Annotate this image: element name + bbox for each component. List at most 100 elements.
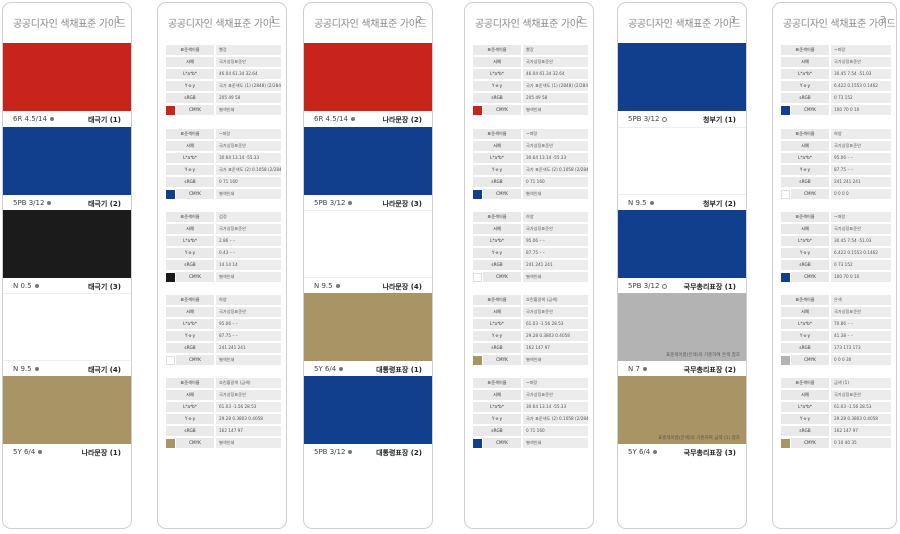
spec-row: 표준색이름 흐린황갈색 (금색) [473, 295, 588, 306]
spec-row: sRGB 241 241 241 [473, 260, 588, 271]
color-swatch [304, 43, 432, 111]
color-chip [473, 439, 482, 448]
spec-label: 표준색이름 [166, 378, 214, 388]
swatch-note: 표준색이름(은색)의 기준하여 금색 (1) 참조 [658, 436, 740, 441]
color-name: 나라문장 (4) [382, 283, 422, 291]
spec-label: CMYK [483, 189, 521, 199]
spec-value: 국가 표준색도 (2) 0.1058 (2/284) [216, 165, 281, 175]
card-header: 공공디자인 색채표준 가이드 1 [158, 3, 286, 39]
spec-label: sRGB [473, 177, 521, 187]
spec-label: 표준색이름 [473, 378, 521, 388]
spec-value: 국가상징표준안 [831, 224, 891, 234]
ring-icon [662, 283, 668, 289]
spec-label: L*a*b* [166, 236, 214, 246]
spec-value: 흐린황갈색 (금색) [523, 295, 588, 305]
spec-row: CMYK 0 0 0 0 [781, 189, 891, 200]
spec-table: 표준색이름 ~파랑 서예 국가상징표준안 L*a*b* 30.64 13.14 -55.3… [473, 378, 588, 449]
color-swatch [618, 43, 746, 111]
spec-row: 서예 국가상징표준안 [781, 307, 891, 318]
spec-value: 국가상징표준안 [831, 57, 891, 67]
spec-label: Y·x·y [781, 81, 829, 91]
spec-label: CMYK [176, 272, 214, 282]
spec-label: CMYK [176, 105, 214, 115]
spec-row: sRGB 205 49 58 [473, 93, 588, 104]
swatch-caption: N 9.5 태극기 (4) [3, 363, 131, 377]
spec-table: 표준색이름 ~파랑 서예 국가상징표준안 L*a*b* 30.45 7.54 -51.03… [781, 212, 891, 283]
dot-icon [348, 201, 353, 205]
color-chip [781, 273, 790, 282]
spec-label: Y·x·y [781, 248, 829, 258]
spec-table: 표준색이름 하양 서예 국가상징표준안 L*a*b* 95.06 – – Y·x·y 87.7… [166, 295, 281, 366]
spec-value: 0.43 – – [216, 248, 281, 258]
spec-label: sRGB [781, 260, 829, 270]
munsell-code-text: 5Y 6/4 [628, 448, 651, 456]
spec-value: 87.75 – – [523, 248, 588, 258]
spec-label: 서예 [781, 224, 829, 234]
spec-value: 95.06 – – [831, 153, 891, 163]
swatch-caption: N 7 국무총리표장 (2) [618, 363, 746, 377]
spec-value: 61.03 -1.56 28.53 [831, 402, 891, 412]
munsell-code: 5Y 6/4 [13, 448, 43, 456]
spec-value: 국가 표준색도 (2) 0.1058 (2/284) [523, 165, 588, 175]
spec-value: 국가상징표준안 [216, 390, 281, 400]
spec-value: 100 70 0 10 [831, 105, 891, 115]
dot-icon [49, 117, 54, 121]
spec-table: 표준색이름 ~파랑 서예 국가상징표준안 L*a*b* 30.45 7.54 -51.03… [781, 45, 891, 116]
spec-label: 서예 [781, 390, 829, 400]
spec-value: 국가상징표준안 [216, 224, 281, 234]
color-name: 나라문장 (2) [382, 116, 422, 124]
spec-label: Y·x·y [166, 248, 214, 258]
spec-label: CMYK [791, 438, 829, 448]
dot-icon [34, 284, 39, 288]
spec-label: L*a*b* [473, 319, 521, 329]
card-title: 공공디자인 색채표준 가이드 [13, 19, 126, 30]
spec-row: CMYK 별색인쇄 [473, 105, 588, 116]
spec-value: 41.38 – – [831, 331, 891, 341]
spec-table: 표준색이름 빨강 서예 국가상징표준안 L*a*b* 46.04 61.34 32.64 Y… [473, 45, 588, 116]
spec-label: 서예 [166, 390, 214, 400]
spec-row: Y·x·y 29.28 0.3803 0.4058 [473, 331, 588, 342]
spec-label: Y·x·y [781, 331, 829, 341]
spec-row: Y·x·y 87.75 – – [781, 165, 891, 176]
card-header: 공공디자인 색채표준 가이드 2 [304, 3, 432, 39]
spec-label: CMYK [791, 105, 829, 115]
spec-label: Y·x·y [166, 331, 214, 341]
spec-label: L*a*b* [781, 69, 829, 79]
spec-row: sRGB 0 73 152 [781, 93, 891, 104]
card-header: 공공디자인 색채표준 가이드 2 [465, 3, 593, 39]
spec-row: L*a*b* 30.45 7.54 -51.03 [781, 69, 891, 80]
spec-row: Y·x·y 국가 표준색도 (1) (2848) (2/284) [473, 81, 588, 92]
spec-row: Y·x·y 국가 표준색도 (2) 0.1058 (2/284) [473, 165, 588, 176]
spec-label: 서예 [473, 141, 521, 151]
swatch-caption: 5Y 6/4 나라문장 (1) [3, 446, 131, 460]
spec-row: Y·x·y 87.75 – – [473, 248, 588, 259]
dot-icon [339, 367, 344, 371]
spec-value: ~파랑 [831, 45, 891, 55]
spec-value: 2.86 – – [216, 236, 281, 246]
spec-label: CMYK [483, 272, 521, 282]
spec-row: CMYK 별색인쇄 [166, 105, 281, 116]
spec-row: CMYK 별색인쇄 [473, 272, 588, 283]
swatch-caption: N 0.5 태극기 (3) [3, 280, 131, 294]
spec-value: 국가상징표준안 [831, 390, 891, 400]
munsell-code: 6R 4.5/14 [314, 115, 355, 123]
spec-label: Y·x·y [166, 414, 214, 424]
spec-value: 은색 [831, 295, 891, 305]
color-swatch [304, 376, 432, 444]
spec-value: 0 71 160 [523, 426, 588, 436]
spec-row: L*a*b* 30.64 13.14 -55.33 [473, 153, 588, 164]
spec-row: 서예 국가상징표준안 [781, 390, 891, 401]
spec-row: L*a*b* 95.06 – – [473, 236, 588, 247]
color-chip [166, 439, 175, 448]
spec-value: ~파랑 [523, 129, 588, 139]
spec-value: 61.03 -1.56 28.53 [523, 319, 588, 329]
spec-row: CMYK 별색인쇄 [166, 438, 281, 449]
spec-value: 하양 [216, 295, 281, 305]
spec-value: 국가상징표준안 [523, 224, 588, 234]
spec-row: L*a*b* 95.06 – – [781, 153, 891, 164]
spec-label: 표준색이름 [473, 45, 521, 55]
spec-value: ~파랑 [523, 378, 588, 388]
munsell-code: 5PB 3/12 [13, 199, 52, 207]
spec-row: sRGB 162 147 97 [781, 426, 891, 437]
spec-row: Y·x·y 국가 표준색도 (2) 0.1058 (2/284) [473, 414, 588, 425]
